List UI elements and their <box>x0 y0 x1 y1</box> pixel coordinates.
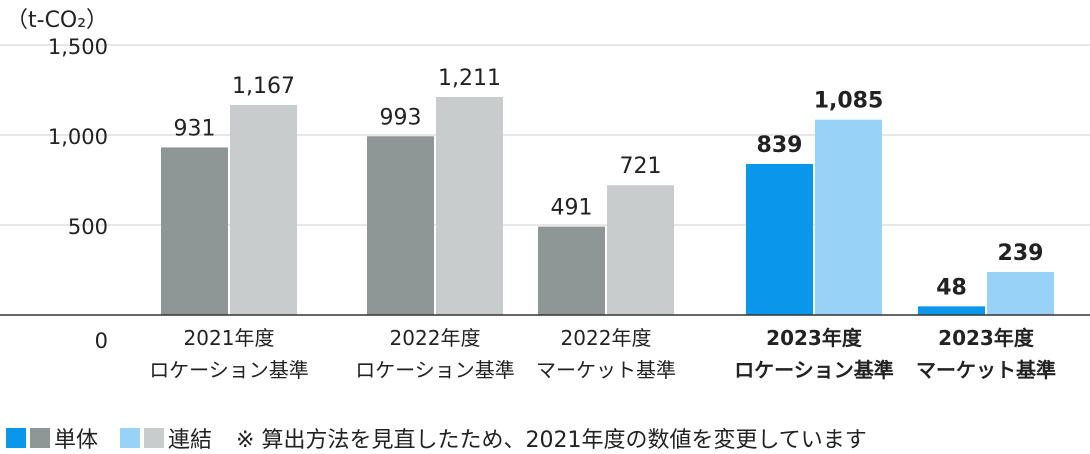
data-label-single: 931 <box>174 116 216 141</box>
category-label-basis: ロケーション基準 <box>149 358 309 382</box>
bar-single <box>746 163 813 315</box>
category-label-year: 2022年度 <box>390 326 481 350</box>
y-tick-label: 1,000 <box>48 125 108 149</box>
legend-label-single: 単体 <box>54 428 99 453</box>
bar-single <box>367 136 434 315</box>
category-label-year: 2023年度 <box>938 326 1035 350</box>
data-label-single: 839 <box>757 133 803 158</box>
data-label-single: 491 <box>551 196 593 221</box>
category-label-basis: ロケーション基準 <box>734 358 894 382</box>
legend-swatch-consolidated-past <box>144 428 165 448</box>
category-label-year: 2022年度 <box>561 326 652 350</box>
data-label-single: 993 <box>380 105 422 130</box>
data-label-consolidated: 721 <box>620 154 662 179</box>
legend-label-consolidated: 連結 <box>168 428 213 453</box>
category-label-basis: ロケーション基準 <box>355 358 515 382</box>
category-label-year: 2021年度 <box>184 326 275 350</box>
y-axis-unit-label: （t-CO₂） <box>6 8 109 33</box>
bar-consolidated <box>436 97 503 316</box>
legend-swatch-consolidated-current <box>120 428 141 448</box>
bar-single <box>918 306 985 315</box>
legend: 単体 連結 ※ 算出方法を見直したため、2021年度の数値を変更しています <box>6 422 867 454</box>
data-label-single: 48 <box>936 275 967 300</box>
data-label-consolidated: 239 <box>998 241 1044 266</box>
legend-swatch-single-current <box>6 428 26 448</box>
bar-consolidated <box>607 185 674 315</box>
data-label-consolidated: 1,167 <box>232 74 295 99</box>
category-label-year: 2023年度 <box>766 326 863 350</box>
bar-consolidated <box>815 119 882 315</box>
bar-consolidated <box>987 271 1054 315</box>
bar-consolidated <box>230 104 297 315</box>
bar-single <box>538 226 605 315</box>
category-label-basis: マーケット基準 <box>916 358 1056 382</box>
data-label-consolidated: 1,211 <box>438 66 501 91</box>
data-label-consolidated: 1,085 <box>814 89 884 114</box>
bar-single <box>161 147 228 315</box>
category-label-basis: マーケット基準 <box>536 358 676 382</box>
y-tick-label: 1,500 <box>48 35 108 59</box>
y-tick-label: 0 <box>95 329 108 353</box>
y-tick-label: 500 <box>68 215 108 239</box>
legend-swatch-single-past <box>30 428 50 448</box>
legend-note: ※ 算出方法を見直したため、2021年度の数値を変更しています <box>236 428 867 453</box>
